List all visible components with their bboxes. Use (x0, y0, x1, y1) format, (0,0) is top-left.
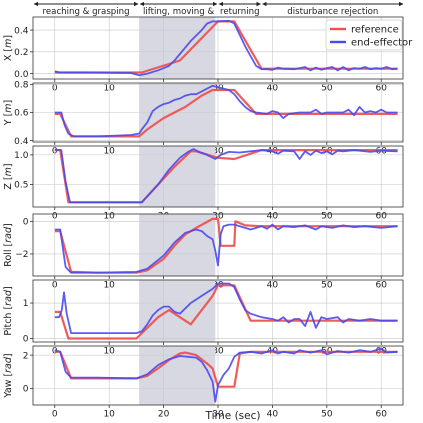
y-tick-label-0: −2 (15, 250, 28, 260)
series-reference (54, 350, 398, 388)
y-tick-label-1: 0 (23, 218, 29, 228)
x-tick-label-5: 50 (321, 410, 333, 420)
y-axis-label: Pitch [rad] (3, 286, 14, 335)
series-end-effector (54, 19, 398, 77)
legend-label-1: end-effector (351, 38, 413, 49)
phase-label-2: returning (220, 7, 260, 17)
y-axis-label: Roll [rad] (3, 223, 14, 266)
subplot-4: 010203040506001Pitch [rad] (3, 279, 404, 357)
series-reference (54, 149, 398, 204)
y-tick-label-1: 0.2 (14, 48, 28, 58)
y-tick-label-0: 0.0 (14, 70, 29, 80)
series-end-effector (54, 282, 398, 334)
y-axis-unit: m (3, 103, 14, 112)
y-axis-label: Yaw [rad] (3, 353, 14, 398)
y-tick-label-1: 2 (23, 351, 29, 361)
series-end-effector (54, 347, 398, 403)
y-axis-unit: rad (3, 289, 14, 306)
legend: reference end-effector (325, 19, 413, 51)
y-axis-unit: rad (3, 226, 14, 243)
y-axis-label: Z [m] (3, 163, 14, 189)
y-tick-label-1: 0.6 (14, 109, 29, 119)
x-tick-label-0: 0 (52, 410, 58, 420)
phase-label-0: reaching & grasping (43, 7, 130, 17)
y-tick-label-0: 0.4 (14, 137, 29, 147)
series-end-effector (54, 148, 398, 204)
legend-label-0: reference (351, 25, 399, 36)
shaded-span (139, 280, 216, 342)
phase-label-3: disturbance rejection (287, 7, 378, 17)
x-tick-label-2: 20 (158, 410, 170, 420)
series-reference (54, 88, 398, 138)
x-axis-label: Time (sec) (205, 410, 261, 422)
x-tick-label-1: 10 (103, 410, 115, 420)
x-tick-label-4: 40 (267, 410, 279, 420)
y-tick-label-2: 0.8 (14, 81, 29, 91)
x-tick-label-3: 30 (212, 410, 224, 420)
x-tick-label-6: 60 (376, 410, 388, 420)
y-axis-unit: rad (3, 356, 14, 373)
series-end-effector (54, 84, 398, 138)
y-tick-label-0: 0 (23, 335, 29, 345)
y-tick-label-1: 1 (23, 299, 29, 309)
y-axis-unit: m (3, 167, 14, 176)
series-reference (54, 217, 398, 274)
y-tick-label-1: 1.0 (14, 151, 29, 161)
shaded-span (139, 146, 216, 207)
y-axis-label: X [m] (3, 35, 14, 61)
subplot-5: 0 10 20 30 40 50 60 0 2 Yaw [rad] (3, 345, 404, 420)
series-end-effector (54, 223, 398, 274)
y-tick-label-0: 0 (23, 385, 29, 395)
series-reference (54, 284, 398, 340)
y-tick-label-2: 0.4 (14, 26, 29, 36)
y-axis-label: Y [m] (3, 100, 14, 127)
y-tick-label-0: 0.5 (14, 181, 28, 191)
y-axis-unit: m (3, 39, 14, 48)
phase-label-1: lifting, moving & (143, 7, 215, 17)
